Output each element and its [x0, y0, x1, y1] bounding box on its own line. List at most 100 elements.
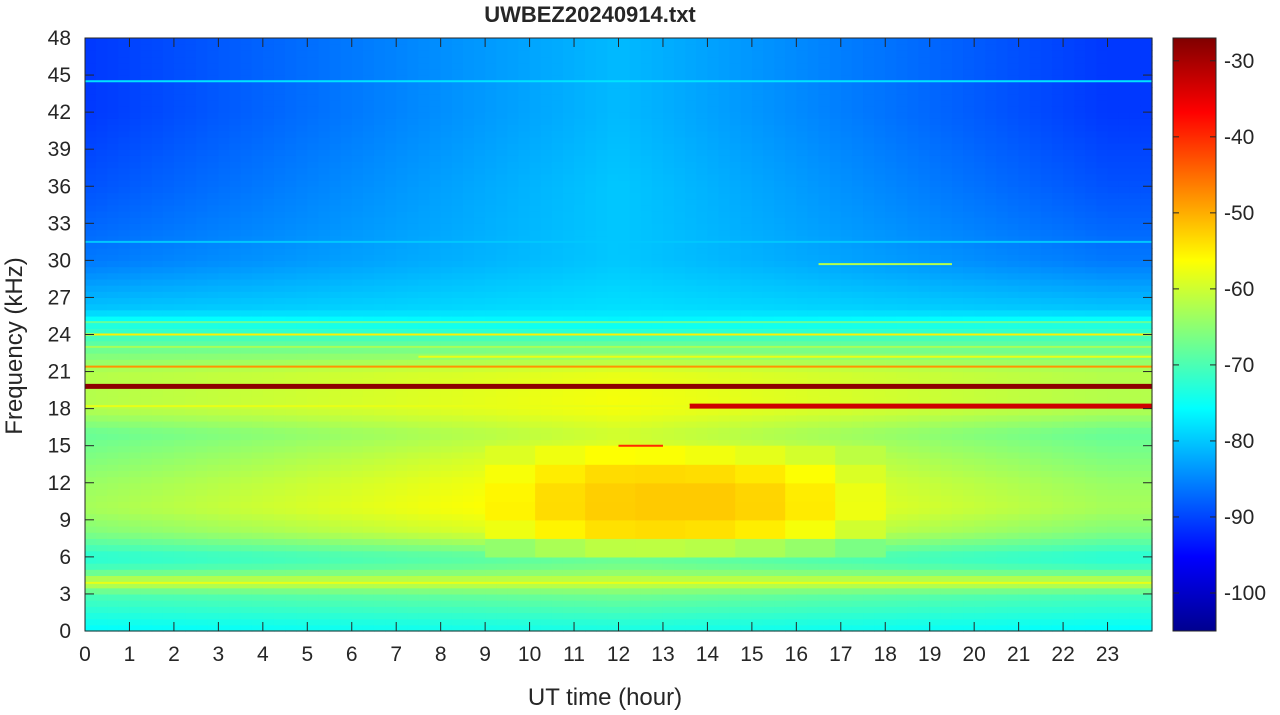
spectrogram-cell	[440, 359, 453, 366]
spectrogram-cell	[329, 353, 342, 360]
spectrogram-cell	[207, 544, 219, 552]
spectrogram-cell	[340, 408, 353, 416]
spectrogram-cell	[340, 445, 353, 453]
spectrogram-cell	[273, 525, 286, 533]
spectrogram-cell	[329, 272, 342, 280]
spectrogram-cell	[140, 217, 153, 224]
spectrogram-cell	[629, 309, 642, 317]
spectrogram-cell	[140, 235, 153, 243]
spectrogram-cell	[196, 482, 208, 490]
spectrogram-cell	[318, 464, 331, 471]
spectrogram-cell	[429, 155, 442, 163]
spectrogram-cell	[418, 544, 431, 552]
spectrogram-cell	[173, 408, 186, 416]
spectrogram-cell	[562, 204, 575, 212]
spectrogram-cell	[107, 569, 119, 577]
spectrogram-cell	[173, 420, 186, 428]
spectrogram-cell	[618, 235, 631, 243]
spectrogram-cell	[207, 624, 219, 632]
spectrogram-cell	[140, 44, 153, 51]
spectrogram-cell	[296, 618, 308, 626]
spectrogram-cell	[396, 50, 408, 58]
spectrogram-cell	[574, 217, 586, 224]
spectrogram-cell	[207, 525, 219, 533]
spectrogram-cell	[307, 93, 319, 101]
spectrogram-cell	[373, 445, 386, 453]
spectrogram-cell	[240, 75, 253, 82]
spectrogram-cell	[618, 390, 631, 397]
spectrogram-cell	[373, 519, 386, 527]
spectrogram-cell	[107, 525, 119, 533]
spectrogram-cell	[151, 359, 164, 366]
spectrogram-cell	[529, 136, 542, 144]
spectrogram-cell	[262, 532, 275, 539]
spectrogram-cell	[518, 334, 531, 342]
spectrogram-cell	[585, 87, 597, 95]
spectrogram-cell	[129, 303, 142, 311]
spectrogram-cell	[318, 56, 331, 64]
spectrogram-cell	[307, 291, 319, 299]
spectrogram-cell	[551, 309, 564, 317]
spectrogram-cell	[651, 291, 664, 299]
spectrogram-cell	[418, 501, 431, 509]
spectrogram-cell	[629, 62, 642, 70]
spectrogram-cell	[596, 266, 608, 274]
spectrogram-cell	[296, 525, 308, 533]
spectrogram-cell	[396, 390, 408, 397]
spectrogram-cell	[173, 180, 186, 187]
spectrogram-cell	[307, 278, 319, 286]
spectrogram-cell	[107, 488, 119, 496]
spectrogram-cell	[562, 575, 575, 583]
spectrogram-cell	[429, 513, 442, 521]
spectrogram-cell	[140, 495, 153, 502]
spectrogram-cell	[551, 44, 564, 51]
spectrogram-cell	[640, 581, 653, 589]
spectrogram-cell	[485, 563, 497, 570]
spectrogram-cell	[562, 93, 575, 101]
spectrogram-cell	[240, 315, 253, 323]
spectrogram-cell	[385, 433, 397, 441]
spectrogram-cell	[196, 50, 208, 58]
spectrogram-cell	[140, 309, 153, 317]
spectrogram-cell	[574, 439, 586, 447]
spectrogram-cell	[574, 297, 586, 305]
spectrogram-cell	[85, 130, 97, 138]
spectrogram-cell	[285, 278, 297, 286]
spectrogram-cell	[285, 130, 297, 138]
spectrogram-cell	[396, 180, 408, 187]
spectrogram-cell	[551, 390, 564, 397]
spectrogram-cell	[362, 278, 375, 286]
spectrogram-cell	[440, 501, 453, 509]
spectrogram-cell	[118, 612, 131, 620]
spectrogram-cell	[329, 136, 342, 144]
spectrogram-cell	[340, 93, 353, 101]
spectrogram-cell	[629, 420, 642, 428]
spectrogram-cell	[262, 223, 275, 231]
spectrogram-cell	[107, 377, 119, 385]
spectrogram-cell	[496, 44, 508, 51]
spectrogram-cell	[618, 192, 631, 200]
spectrogram-cell	[440, 241, 453, 249]
spectrogram-cell	[618, 285, 631, 292]
spectrogram-cell	[451, 297, 464, 305]
spectrogram-cell	[296, 513, 308, 521]
spectrogram-cell	[474, 501, 486, 509]
spectrogram-cell	[540, 346, 553, 354]
spectrogram-cell	[474, 217, 486, 224]
spectrogram-cell	[285, 260, 297, 268]
spectrogram-cell	[173, 359, 186, 366]
spectrogram-cell	[451, 470, 464, 478]
spectrogram-cell	[307, 173, 319, 181]
spectrogram-cell	[551, 340, 564, 348]
spectrogram-cell	[229, 285, 242, 292]
spectrogram-cell	[462, 495, 475, 502]
spectrogram-cell	[162, 464, 175, 471]
spectrogram-cell	[418, 143, 431, 150]
spectrogram-cell	[474, 149, 486, 156]
spectrogram-cell	[440, 544, 453, 552]
spectrogram-cell	[362, 346, 375, 354]
spectrogram-cell	[540, 624, 553, 632]
spectrogram-cell	[474, 254, 486, 261]
spectrogram-cell	[407, 414, 420, 422]
spectrogram-cell	[107, 612, 119, 620]
